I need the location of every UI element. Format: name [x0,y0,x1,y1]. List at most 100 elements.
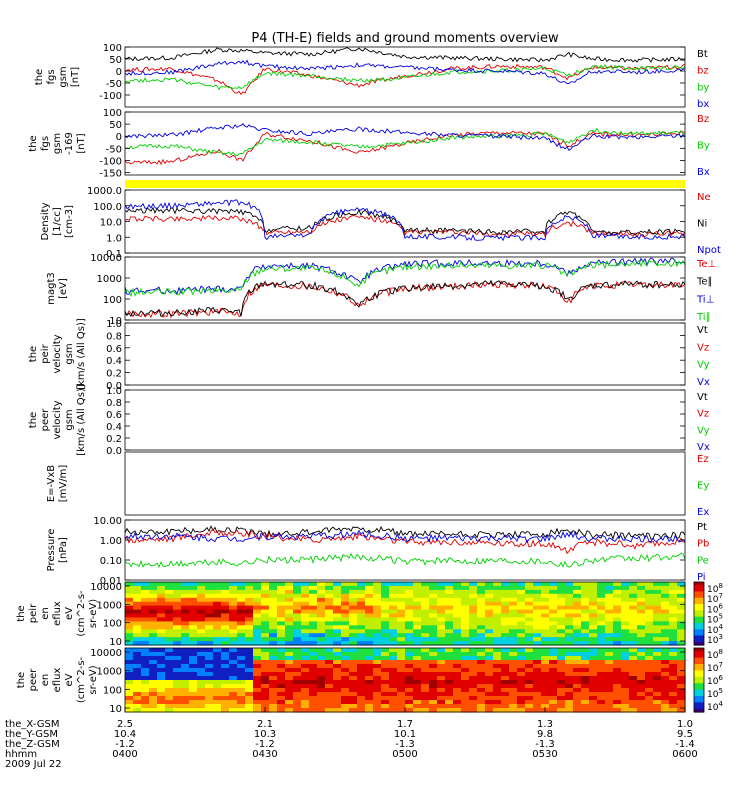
y-axis-label: -169 [64,132,75,155]
x-tick-label: 0530 [532,749,557,760]
y-axis-label: eflux [52,668,63,693]
legend-entry: Vt [697,325,708,336]
colorbar-tick-label: 104 [707,700,723,713]
panel-efield: E=-VxB [mV/m] Ez Ey Ex [46,451,709,518]
panel-pressure: 10.00 1.00 0.10 0.01 Pressure [nPa] Pt Pb Pe Pi [46,516,709,587]
y-tick-label: 0.8 [106,331,122,342]
y-axis-label: [km/s (All Qs)] [76,318,87,390]
y-axis-label: gsm [64,343,75,364]
y-tick-label: 0.8 [106,398,122,409]
y-axis-label: [mV/m] [58,465,69,503]
y-axis-label: [1/cc] [52,207,63,236]
y-axis-label: en [40,674,51,687]
legend-entry: Ni [697,219,707,230]
y-tick-label: 1.00 [100,536,122,547]
x-axis-row-label: the_Y-GSM [5,729,58,740]
y-tick-label: 0.2 [106,434,122,445]
y-axis-label: peer [28,668,39,692]
y-tick-label: 10 [109,637,122,648]
x-tick-label: -1.2 [255,739,275,750]
y-axis-label: the [34,69,45,85]
y-tick-label: 0.6 [106,410,122,421]
colorbar-tick-label: 106 [707,674,723,687]
x-tick-label: 0500 [392,749,417,760]
x-axis-row-label: the_X-GSM [5,719,59,730]
x-tick-label: -1.2 [115,739,135,750]
colorbar-tick-label: 105 [707,613,723,626]
x-tick-label: 0430 [252,749,277,760]
x-tick-label: 10.4 [114,729,136,740]
x-tick-label: 1.7 [397,719,413,730]
y-axis-label: eV [64,607,75,620]
x-tick-label: 0600 [672,749,697,760]
panel-frame [124,581,686,646]
legend-entry: Vx [697,377,710,388]
series-line-Ne [124,214,686,238]
legend-entry: Vt [697,392,708,403]
series-line-bx [124,59,686,84]
y-tick-label: 100 [103,619,122,630]
series-line-Ti⊥ [124,257,686,295]
y-tick-label: 0.4 [106,422,122,433]
legend-entry: by [697,82,709,93]
y-tick-label: 0.10 [100,556,122,567]
y-tick-label: 0.0 [106,381,122,392]
y-tick-label: 50 [109,55,122,66]
y-axis-label: velocity [52,400,63,439]
y-axis-label: gsm [64,409,75,430]
y-axis-label: [eV] [58,278,69,299]
y-axis-label: fgs [46,69,57,84]
legend-entry: Vz [697,342,709,353]
series-line-Bx [124,123,686,151]
panel-frame [124,519,686,581]
x-tick-label: 9.5 [677,729,693,740]
y-axis-label: [nT] [76,133,87,153]
colorbar-tick-label: 106 [707,602,723,615]
series-line-Pi [124,529,686,544]
spectrogram-image [125,582,686,646]
colorbar-tick-label: 108 [707,582,723,595]
legend-entry: Bx [697,167,710,178]
legend-entry: Pb [697,539,709,550]
y-tick-label: 0.01 [100,576,122,587]
x-tick-label: -1.3 [395,739,415,750]
y-axis-label: the [16,672,27,688]
legend-entry: Ey [697,481,709,492]
y-tick-label: 10.0 [100,218,122,229]
y-tick-label: -100 [99,156,122,167]
series-line-by [125,64,686,91]
y-tick-label: 10 [109,704,122,715]
x-tick-label: 2.5 [117,719,133,730]
series-line-By [124,127,686,157]
panel-frame [124,46,686,108]
series-line-Ni [124,206,686,236]
panel-density: 1000.0 100.0 10.0 1.0 0.1 Density [1/cc] [cm-3]… [40,186,721,260]
y-axis-label: [km/s (All Qs)] [76,384,87,456]
legend-entry: bx [697,99,709,110]
legend-entry: Bz [697,114,709,125]
y-tick-label: 100 [103,108,122,119]
series-line-Pt [124,525,686,541]
spectrogram-image [125,648,686,713]
legend-entry: Ne [697,192,711,203]
series-line-Bt [124,47,686,63]
y-tick-label: 1.0 [106,233,122,244]
colorbar-tick-label: 104 [707,623,723,636]
x-tick-label: -1.4 [675,739,695,750]
y-tick-label: 100 [103,295,122,306]
y-tick-label: 1000 [97,274,122,285]
y-axis-label: eflux [52,601,63,626]
y-axis-label: (cm^2-s- [76,656,87,703]
y-axis-label: peer [40,408,51,432]
y-axis-label: the [28,135,39,151]
time-axis: 2.510.4-1.204002.110.3-1.204301.710.1-1.… [5,707,698,770]
legend-entry: Pi [697,572,706,583]
legend-entry: Vz [697,409,709,420]
y-tick-label: 1.0 [106,386,122,397]
y-tick-label: -150 [99,169,122,180]
